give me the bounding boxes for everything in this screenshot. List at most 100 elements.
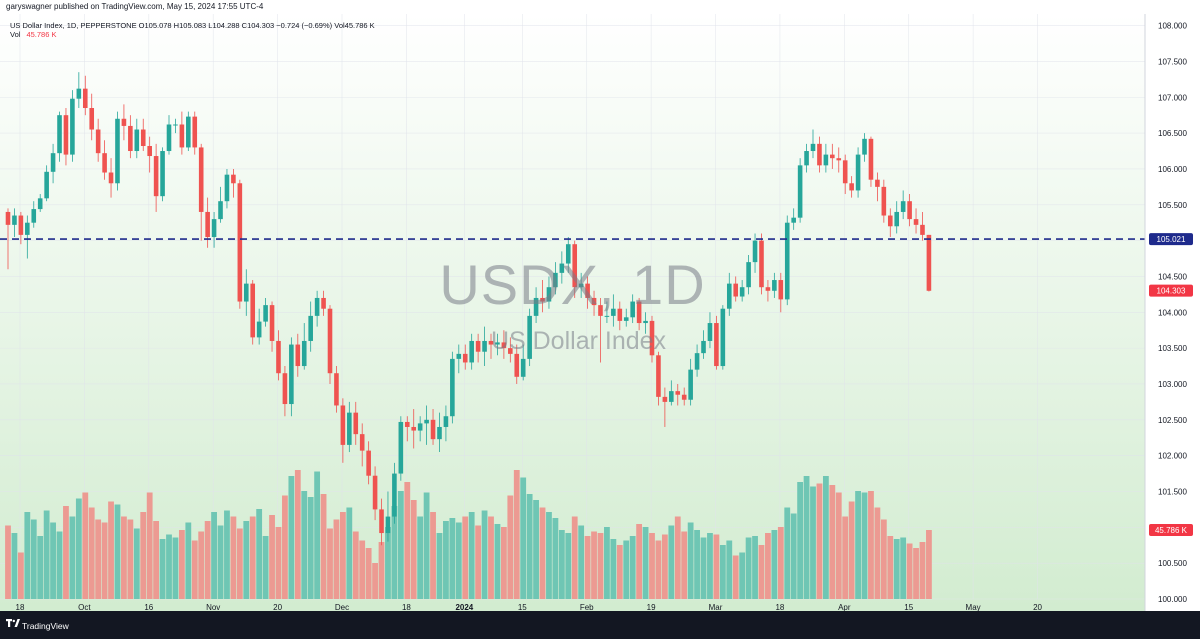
volume-bar	[500, 527, 507, 599]
x-tick-label: Mar	[709, 603, 723, 611]
candle-body	[166, 124, 172, 152]
candle-body	[269, 305, 275, 341]
candle-body	[218, 201, 223, 220]
candle-body	[842, 160, 848, 184]
volume-bar	[848, 501, 855, 599]
volume-bar	[546, 512, 552, 599]
candle-body	[784, 222, 790, 300]
candle-body	[540, 297, 545, 302]
volume-bar	[333, 519, 340, 599]
volume-bar	[56, 531, 63, 599]
volume-bar	[417, 516, 424, 599]
candle-body	[76, 88, 82, 99]
volume-bar	[327, 528, 333, 599]
candle-body	[160, 151, 165, 197]
candle-body	[565, 244, 571, 264]
volume-bar	[133, 528, 140, 599]
x-tick-label: Feb	[580, 603, 594, 611]
candle-body	[868, 138, 874, 180]
chart-frame[interactable]: 108.000 107.500 107.000 106.500 106.000 105.5…	[0, 14, 1200, 639]
candle-body	[791, 217, 796, 223]
y-tick-label: 102.000	[1158, 452, 1187, 461]
candle-body	[527, 315, 532, 359]
volume-bar	[784, 507, 791, 599]
candle-body	[617, 308, 623, 321]
volume-bar	[578, 525, 585, 599]
candle-body	[630, 301, 635, 318]
volume-bar	[584, 536, 591, 599]
candle-body	[707, 323, 713, 341]
candle-body	[920, 224, 925, 235]
candle-body	[746, 262, 751, 288]
candle-body	[701, 340, 706, 354]
volume-bar	[526, 494, 533, 599]
volume-bar	[629, 536, 636, 599]
candle-body	[765, 287, 771, 291]
volume-bar	[82, 492, 89, 599]
volume-bar	[623, 540, 630, 599]
publisher-bar: garyswagner published on TradingView.com…	[0, 0, 1200, 14]
candle-body	[881, 186, 887, 216]
tradingview-logo-icon	[6, 619, 20, 627]
volume-bar	[539, 507, 546, 599]
volume-bar	[822, 476, 829, 599]
candle-body	[205, 211, 210, 238]
volume-bar	[816, 483, 823, 599]
candle-body	[321, 297, 326, 309]
x-tick-label: 20	[1033, 603, 1042, 611]
volume-bar	[475, 525, 482, 599]
x-tick-label: May	[966, 603, 981, 611]
last-price-tag-bg	[1149, 284, 1193, 297]
candle-body	[823, 154, 829, 166]
candle-body	[314, 297, 320, 316]
volume-bar	[191, 540, 198, 599]
volume-bar	[462, 516, 469, 599]
volume-bar	[159, 539, 166, 599]
volume-bar	[552, 518, 559, 599]
candle-body	[688, 369, 693, 400]
candle-body	[508, 348, 513, 354]
candle-body	[115, 118, 120, 184]
volume-bar	[616, 545, 623, 599]
candle-body	[153, 156, 159, 197]
volume-bar	[533, 500, 539, 599]
volume-bar	[913, 548, 919, 599]
volume-bar	[752, 536, 758, 599]
candle-body	[366, 450, 371, 476]
volume-bar	[230, 516, 237, 599]
volume-bar	[655, 540, 662, 599]
candle-body	[211, 219, 217, 238]
volume-bar	[797, 482, 804, 599]
candle-body	[675, 391, 681, 395]
volume-bar	[69, 516, 76, 599]
volume-bar	[700, 537, 707, 599]
volume-bar	[739, 552, 746, 599]
candlestick-chart[interactable]: 108.000 107.500 107.000 106.500 106.000 105.5…	[0, 14, 1200, 611]
volume-bar	[249, 516, 256, 599]
candle-body	[669, 391, 674, 402]
volume-bar	[346, 507, 353, 599]
candle-body	[797, 165, 803, 218]
candle-body	[759, 240, 764, 288]
candle-body	[424, 419, 429, 424]
candle-body	[475, 340, 481, 352]
candle-body	[533, 297, 539, 316]
volume-bar	[378, 542, 385, 599]
volume-bar	[687, 522, 694, 599]
candle-body	[546, 287, 552, 302]
hline-price-tag-bg	[1149, 233, 1193, 246]
candle-body	[649, 320, 655, 356]
volume-bar	[211, 512, 217, 599]
candle-body	[623, 317, 629, 321]
y-tick-label: 108.000	[1158, 22, 1187, 31]
volume-bar	[842, 516, 849, 599]
volume-bar	[887, 536, 894, 599]
volume-bar	[558, 530, 565, 599]
volume-bar	[385, 527, 391, 599]
candle-body	[469, 340, 474, 363]
volume-bar	[301, 491, 308, 599]
candle-body	[89, 108, 95, 130]
volume-bar	[114, 504, 121, 599]
legend-ohlc: US Dollar Index, 1D, PEPPERSTONE O105.07…	[10, 21, 375, 30]
candle-body	[604, 315, 610, 317]
